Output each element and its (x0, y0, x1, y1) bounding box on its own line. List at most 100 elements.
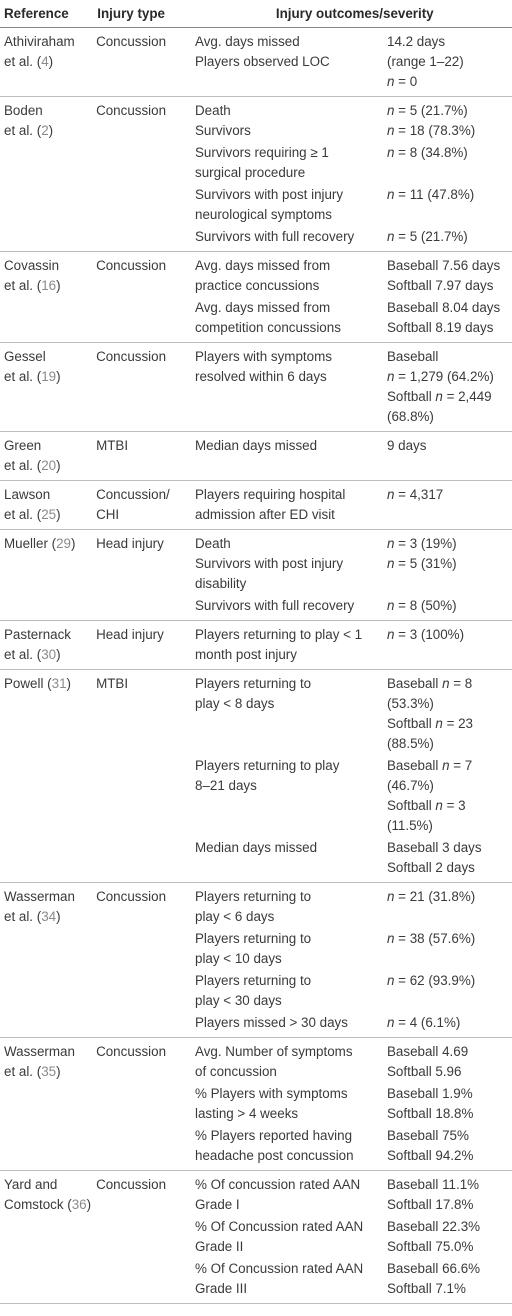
table-row: Powell (31) MTBI Players returning to play … (0, 670, 512, 883)
outcome-group: Survivors with full recovery n = 5 (21.7%… (195, 227, 512, 247)
outcome-value: n = 4,317 (387, 485, 512, 525)
outcome-value: n = 62 (93.9%) (387, 971, 512, 1011)
outcome-line: % Of concussion rated AAN (195, 1177, 361, 1192)
reference-line: Athiviraham (4, 34, 75, 49)
value-line: Baseball n = 8 (387, 676, 473, 691)
type-line: Concussion (96, 34, 167, 49)
outcome-group: Median days missed 9 days (195, 436, 512, 456)
type-line: Concussion/ (96, 487, 170, 502)
reference-line: et al. (16) (4, 278, 61, 293)
outcome-cell: Avg. days missed from practice concussion… (191, 256, 512, 338)
outcome-line: Players with symptoms (195, 349, 332, 364)
outcome-line: % Of Concussion rated AAN (195, 1219, 364, 1234)
outcome-value: n = 8 (34.8%) (387, 143, 512, 183)
reference-line: Boden (4, 103, 43, 118)
value-line: Softball n = 23 (387, 716, 473, 731)
outcome-group: Death Survivors with post injury disabilit… (195, 534, 512, 594)
outcome-line: neurological symptoms (195, 207, 332, 222)
outcome-label: Players with symptoms resolved within 6 d… (195, 347, 387, 427)
outcome-group: Players returning to play < 30 days n = 62… (195, 971, 512, 1011)
reference-line: Pasternack (4, 627, 71, 642)
outcome-cell: Players requiring hospital admission afte… (191, 485, 512, 525)
table-row: Lawson et al. (25) Concussion/CHI Players r… (0, 481, 512, 530)
outcome-line: Grade III (195, 1281, 248, 1296)
value-line: Softball n = 2,449 (387, 389, 492, 404)
value-line: n = 8 (34.8%) (387, 145, 468, 160)
outcome-line: Death (195, 536, 231, 551)
outcome-label: Players returning to play < 8 days (195, 674, 387, 754)
table-row: Mueller (29) Head injury Death Survivors wi… (0, 530, 512, 621)
outcome-line: surgical procedure (195, 165, 306, 180)
outcome-value: n = 5 (21.7%) (387, 227, 512, 247)
table-row: Yard and Comstock (36) Concussion % Of conc… (0, 1171, 512, 1304)
outcome-value: Baseball 22.3% Softball 75.0% (387, 1217, 512, 1257)
outcome-group: Players returning to play < 8 days Basebal… (195, 674, 512, 754)
value-line: (range 1–22) (387, 54, 464, 69)
outcome-value: Baseball n = 7 (46.7%) Softball n = 3 (11.5… (387, 756, 512, 836)
value-line: Softball n = 3 (387, 798, 466, 813)
reference-line: et al. (34) (4, 909, 61, 924)
outcome-line: Survivors (195, 123, 251, 138)
outcome-group: Players returning to play < 6 days n = 21 … (195, 887, 512, 927)
table-row: Athiviraham et al. (4) Concussion Avg. days… (0, 28, 512, 97)
outcome-label: Players missed > 30 days (195, 1013, 387, 1033)
outcome-line: play < 6 days (195, 909, 275, 924)
outcome-line: Grade I (195, 1197, 240, 1212)
value-line: Softball 7.97 days (387, 278, 494, 293)
type-cell: Head injury (93, 625, 191, 665)
outcome-label: % Of Concussion rated AAN Grade II (195, 1217, 387, 1257)
outcome-line: Avg. days missed from (195, 258, 331, 273)
outcome-label: Players returning to play < 6 days (195, 887, 387, 927)
type-cell: Concussion (93, 32, 191, 92)
outcome-value: Baseball n = 8 (53.3%) Softball n = 23 (88.… (387, 674, 512, 754)
outcome-group: Avg. days missed from practice concussion… (195, 256, 512, 296)
outcome-value: n = 3 (19%) n = 5 (31%) (387, 534, 512, 594)
outcome-group: Players requiring hospital admission afte… (195, 485, 512, 525)
value-line: n = 4 (6.1%) (387, 1015, 461, 1030)
table-row: Green et al. (20) MTBI Median days missed 9 … (0, 432, 512, 481)
value-line: n = 11 (47.8%) (387, 187, 475, 202)
value-line: n = 4,317 (387, 487, 444, 502)
value-line: Baseball 4.69 (387, 1044, 469, 1059)
value-line: (68.8%) (387, 409, 434, 424)
outcome-label: Death Survivors with post injury disabilit… (195, 534, 387, 594)
outcome-group: Avg. days missed from competition concuss… (195, 298, 512, 338)
outcome-line: Players returning to play < 1 (195, 627, 363, 642)
outcome-label: % Of Concussion rated AAN Grade III (195, 1259, 387, 1299)
outcome-label: Players returning to play < 30 days (195, 971, 387, 1011)
outcome-value: Baseball 11.1% Softball 17.8% (387, 1175, 512, 1215)
outcome-label: Median days missed (195, 436, 387, 456)
value-line: Softball 75.0% (387, 1239, 474, 1254)
type-cell: Concussion (93, 256, 191, 338)
outcome-label: Death Survivors (195, 101, 387, 141)
outcome-line: practice concussions (195, 278, 320, 293)
value-line: Baseball 75% (387, 1128, 469, 1143)
outcome-line: Players returning to (195, 676, 312, 691)
outcome-label: Avg. days missed from competition concuss… (195, 298, 387, 338)
outcome-line: competition concussions (195, 320, 341, 335)
table-row: Boden et al. (2) Concussion Death Survivors n… (0, 97, 512, 252)
outcome-line: disability (195, 576, 247, 591)
outcome-cell: % Of concussion rated AAN Grade I Baseball… (191, 1175, 512, 1299)
reference-cell: Athiviraham et al. (4) (0, 32, 93, 92)
outcome-group: Avg. Number of symptoms of concussion Base… (195, 1042, 512, 1082)
reference-cell: Pasternack et al. (30) (0, 625, 93, 665)
reference-line: et al. (19) (4, 369, 61, 384)
value-line: n = 5 (21.7%) (387, 229, 468, 244)
outcome-line: Players returning to (195, 889, 312, 904)
outcome-group: Survivors requiring ≥ 1 surgical procedur… (195, 143, 512, 183)
reference-line: et al. (25) (4, 507, 61, 522)
outcome-group: Players returning to play < 1 month post … (195, 625, 512, 665)
outcome-cell: Players returning to play < 6 days n = 21 … (191, 887, 512, 1033)
reference-cell: Wasserman et al. (35) (0, 1042, 93, 1166)
reference-line: Yard and (4, 1177, 58, 1192)
value-line: Softball 7.1% (387, 1281, 466, 1296)
table-row: Wasserman et al. (35) Concussion Avg. Numbe… (0, 1038, 512, 1171)
outcome-line: play < 8 days (195, 696, 275, 711)
value-line: Softball 18.8% (387, 1106, 474, 1121)
outcome-line: Players requiring hospital (195, 487, 346, 502)
outcome-line: Survivors with post injury (195, 556, 344, 571)
outcome-group: % Players reported having headache post c… (195, 1126, 512, 1166)
outcome-value: Baseball 7.56 days Softball 7.97 days (387, 256, 512, 296)
value-line: n = 21 (31.8%) (387, 889, 476, 904)
